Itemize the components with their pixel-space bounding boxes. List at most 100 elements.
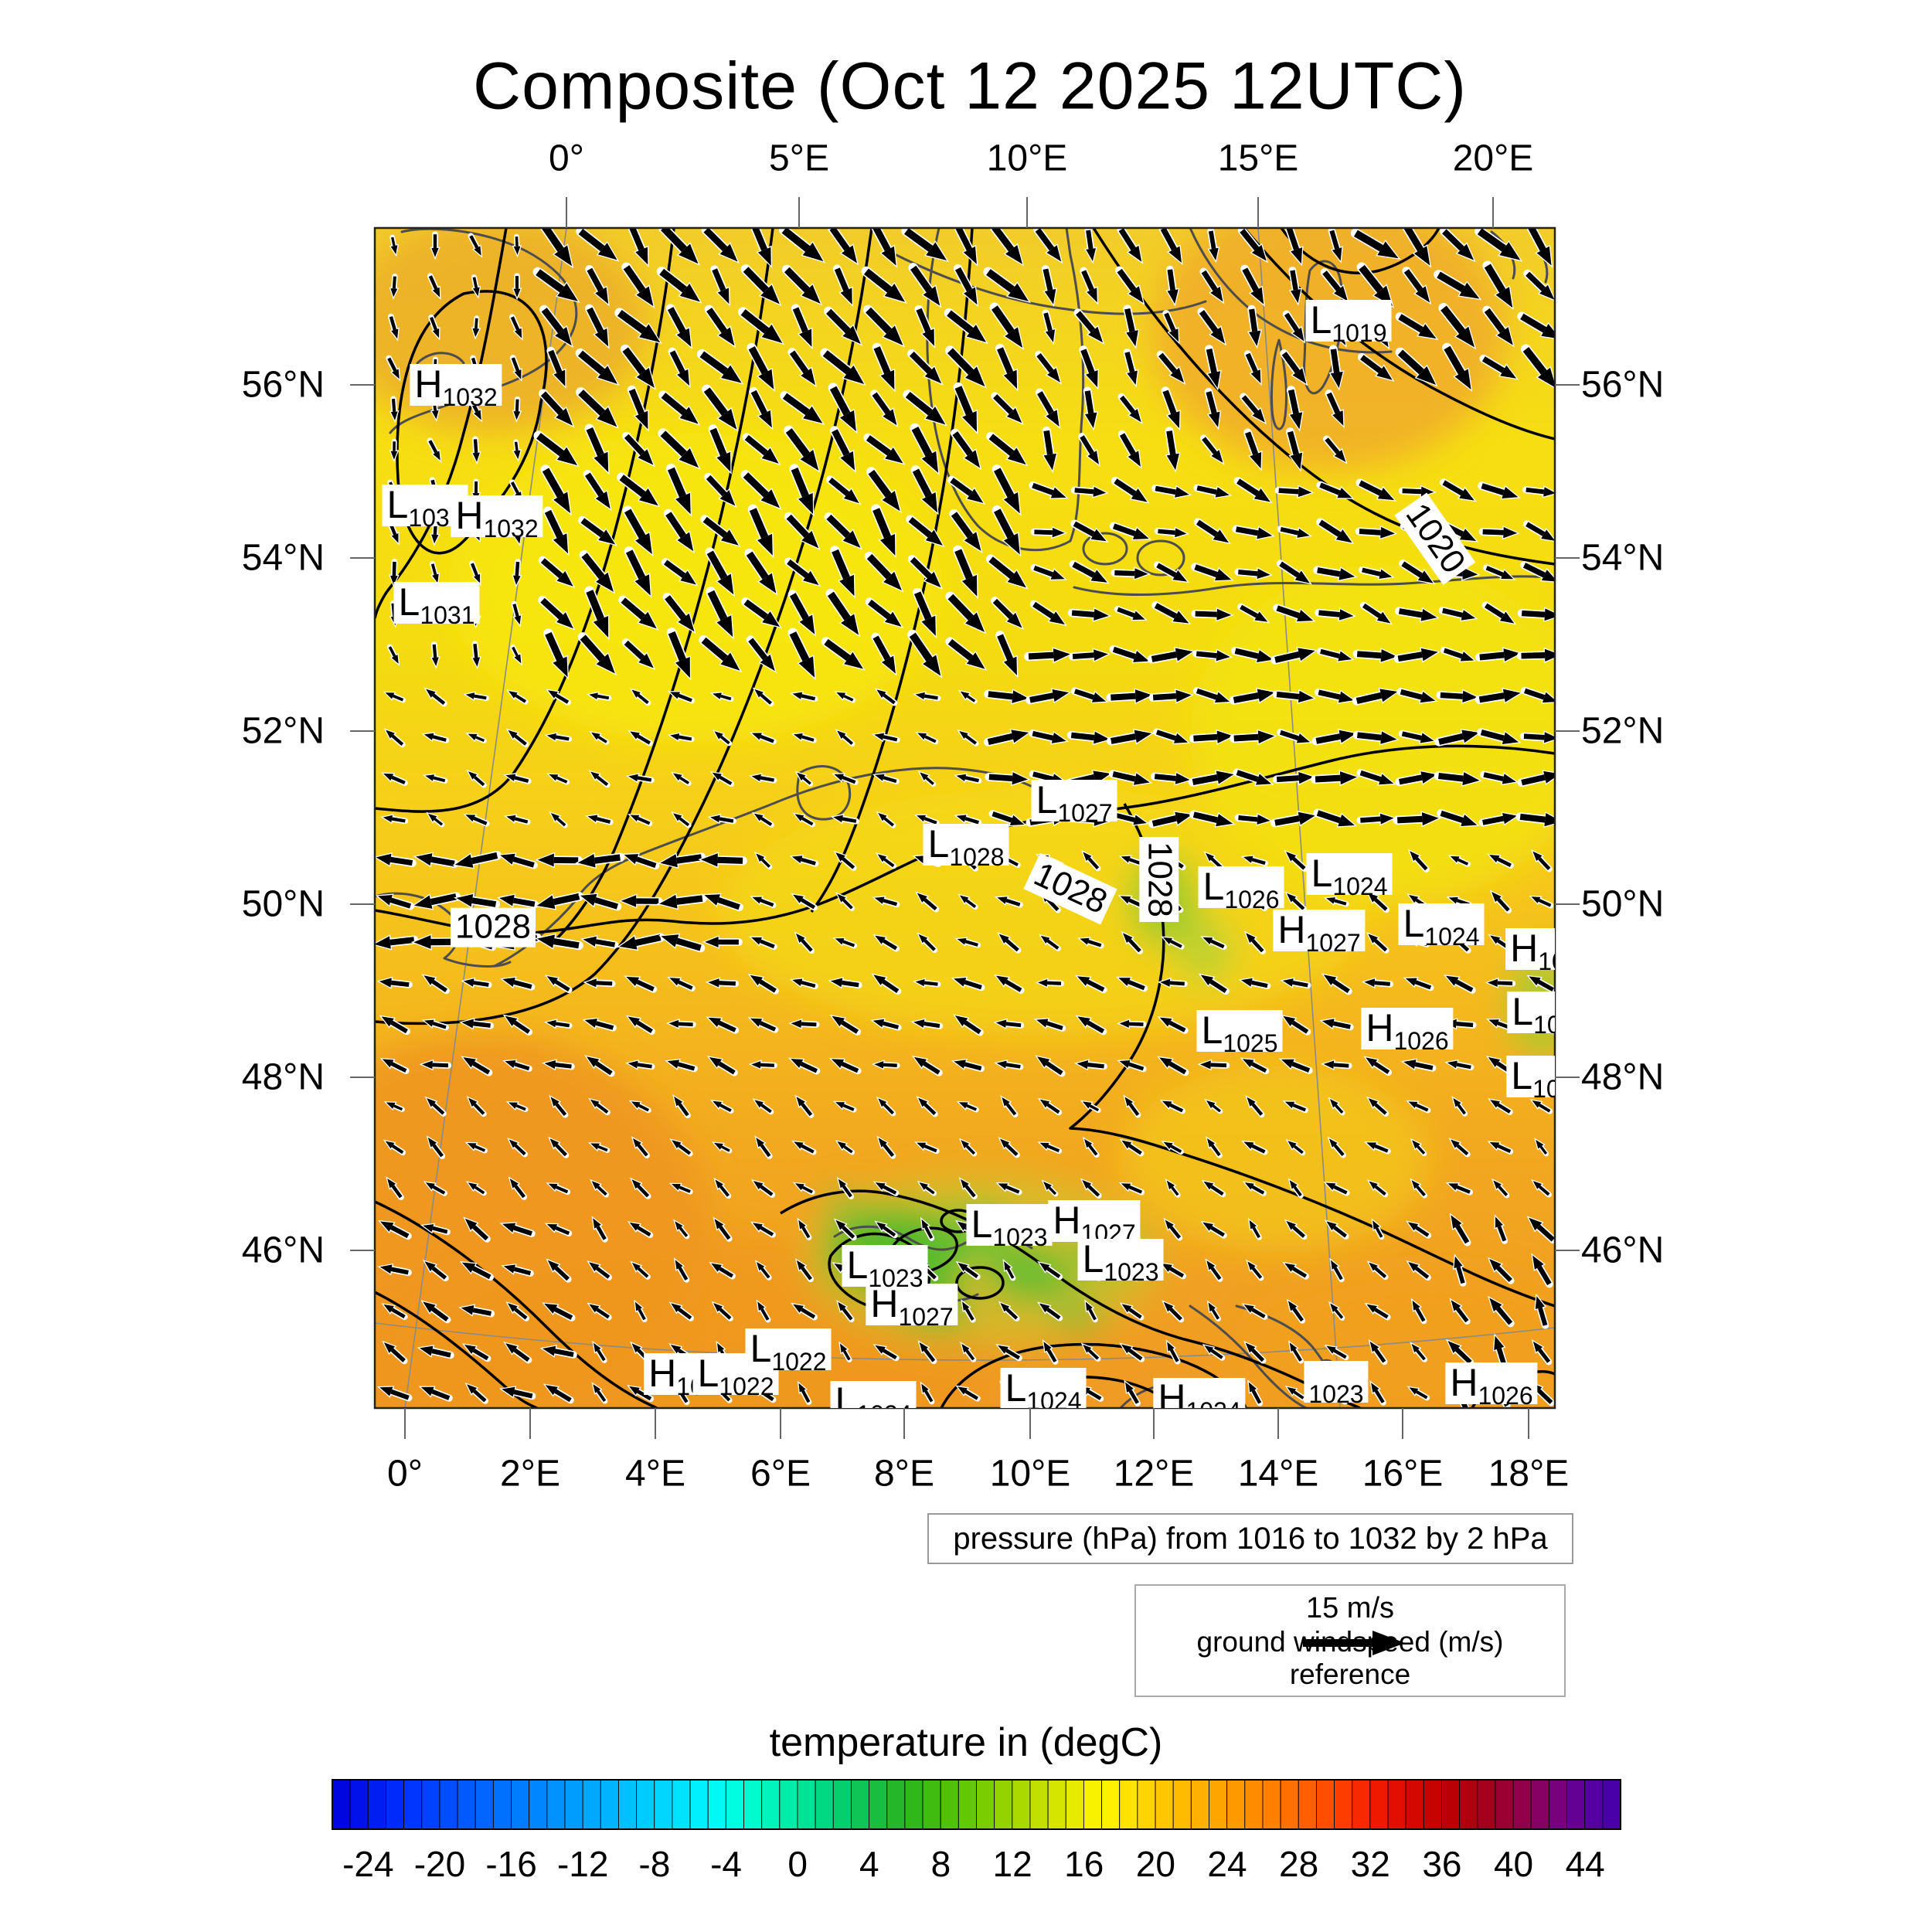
pressure-system-label: H1026	[1445, 1361, 1538, 1408]
pressure-system-letter: L	[1403, 902, 1425, 945]
colorbar-segment	[654, 1779, 673, 1830]
axis-tick-marks	[350, 197, 1580, 1439]
pressure-system-letter: L	[1311, 852, 1333, 895]
pressure-system-label: L1031	[393, 582, 480, 628]
colorbar-segment	[869, 1779, 888, 1830]
pressure-system-label: H1027	[1048, 1199, 1141, 1246]
pressure-system-value: 1024	[1026, 1387, 1082, 1408]
pressure-system-letter: H	[1450, 1361, 1478, 1404]
pressure-system-value: 1026	[1478, 1382, 1533, 1408]
right-axis-tick-label: 56°N	[1581, 364, 1665, 406]
colorbar-segment	[439, 1779, 458, 1830]
colorbar-segment	[1369, 1779, 1389, 1830]
pressure-system-label: L1026	[1198, 866, 1284, 912]
top-axis-tick-label: 0°	[549, 138, 584, 179]
colorbar-segment	[797, 1779, 816, 1830]
colorbar-segment	[672, 1779, 691, 1830]
colorbar-tick-label: -16	[485, 1844, 537, 1884]
pressure-system-label: H10	[1505, 928, 1555, 974]
colorbar-segment	[725, 1779, 744, 1830]
pressure-system-value: 1024	[1332, 872, 1388, 900]
pressure-system-label: L10	[1507, 992, 1555, 1037]
colorbar-segment	[1512, 1779, 1532, 1830]
top-axis-tick-label: 10°E	[986, 138, 1068, 179]
pressure-system-letter: L	[1310, 298, 1332, 342]
colorbar-segment	[779, 1779, 798, 1830]
bottom-axis-tick-label: 0°	[387, 1453, 423, 1495]
colorbar-segment	[904, 1779, 923, 1830]
bottom-axis-tick-label: 12°E	[1113, 1453, 1195, 1495]
pressure-system-label: H1032	[451, 495, 543, 541]
pressure-system-value: 1028	[949, 843, 1005, 871]
colorbar-segment	[761, 1779, 781, 1830]
colorbar-tick-label: 28	[1279, 1844, 1319, 1884]
colorbar-tick-label: 8	[930, 1844, 951, 1884]
colorbar-segment	[1190, 1779, 1209, 1830]
pressure-system-value: 1022	[719, 1372, 774, 1400]
colorbar-segment	[421, 1779, 440, 1830]
colorbar-segment	[707, 1779, 726, 1830]
colorbar-segment	[492, 1779, 512, 1830]
pressure-system-label: L1023	[966, 1204, 1053, 1250]
colorbar-segment	[886, 1779, 906, 1830]
colorbar-segment	[600, 1779, 619, 1830]
wind-reference-speed: 15 m/s	[1305, 1592, 1395, 1624]
pressure-system-value: 1031	[420, 601, 475, 629]
wind-reference-arrow-icon	[1303, 1631, 1405, 1655]
pressure-system-label: L10	[1506, 1056, 1555, 1101]
pressure-system-letter: H	[1053, 1199, 1081, 1242]
colorbar-segment	[1566, 1779, 1586, 1830]
pressure-system-label: H1027	[866, 1284, 958, 1329]
pressure-system-label: L1027	[1031, 780, 1117, 825]
pressure-system-letter: H	[414, 362, 443, 406]
top-axis-tick-label: 5°E	[769, 138, 829, 179]
pressure-system-label: L1024	[1398, 902, 1485, 949]
colorbar-tick-label: 44	[1565, 1844, 1605, 1884]
pressure-system-letter: H	[1366, 1006, 1394, 1049]
pressure-system-label: L1024	[1306, 852, 1393, 899]
pressure-system-label: 1023	[1304, 1361, 1369, 1406]
pressure-system-letter: L	[1201, 1009, 1223, 1052]
pressure-system-value: 1026	[1393, 1027, 1449, 1055]
colorbar-tick-label: 24	[1207, 1844, 1247, 1884]
wind-reference-box: 15 m/s ground windspeed (m/s) reference	[1134, 1584, 1566, 1697]
pressure-system-value: 10	[1532, 1075, 1555, 1103]
colorbar-segment	[976, 1779, 995, 1830]
colorbar-segment	[1155, 1779, 1174, 1830]
colorbar-tick-label: -24	[342, 1844, 394, 1884]
pressure-system-value: 1023	[992, 1223, 1048, 1251]
pressure-system-letter: L	[1082, 1237, 1104, 1281]
wind-vector-field	[375, 228, 1555, 1408]
pressure-system-value: 1024	[1424, 923, 1480, 951]
top-axis-tick-label: 15°E	[1217, 138, 1299, 179]
colorbar-segment	[546, 1779, 566, 1830]
colorbar-segment	[1352, 1779, 1371, 1830]
pressure-system-value: 1023	[1104, 1258, 1159, 1286]
pressure-system-value: 1023	[1308, 1380, 1364, 1408]
pressure-system-letter: H	[1158, 1376, 1186, 1408]
pressure-system-letter: H	[1277, 908, 1306, 951]
colorbar-segment	[474, 1779, 494, 1830]
right-axis-tick-label: 52°N	[1581, 710, 1665, 752]
pressure-system-letter: H	[648, 1352, 677, 1395]
colorbar-segment	[1334, 1779, 1353, 1830]
pressure-system-value: 1027	[1057, 799, 1113, 827]
left-axis-tick-label: 46°N	[241, 1230, 325, 1271]
pressure-system-letter: L	[697, 1352, 719, 1395]
colorbar-tick-label: 40	[1493, 1844, 1534, 1884]
colorbar-segment	[1280, 1779, 1299, 1830]
top-axis-tick-label: 20°E	[1452, 138, 1534, 179]
colorbar-segment	[1530, 1779, 1549, 1830]
colorbar-segment	[1012, 1779, 1031, 1830]
colorbar-segment	[689, 1779, 709, 1830]
pressure-system-letter: L	[835, 1379, 857, 1408]
colorbar-segment	[1137, 1779, 1156, 1830]
colorbar-segment	[1172, 1779, 1192, 1830]
pressure-system-value: 10	[1538, 947, 1555, 975]
colorbar-tick-label: 20	[1135, 1844, 1175, 1884]
colorbar-segment	[815, 1779, 834, 1830]
pressure-system-label: L1025	[1196, 1009, 1283, 1056]
pressure-system-label: L1028	[923, 824, 1009, 869]
